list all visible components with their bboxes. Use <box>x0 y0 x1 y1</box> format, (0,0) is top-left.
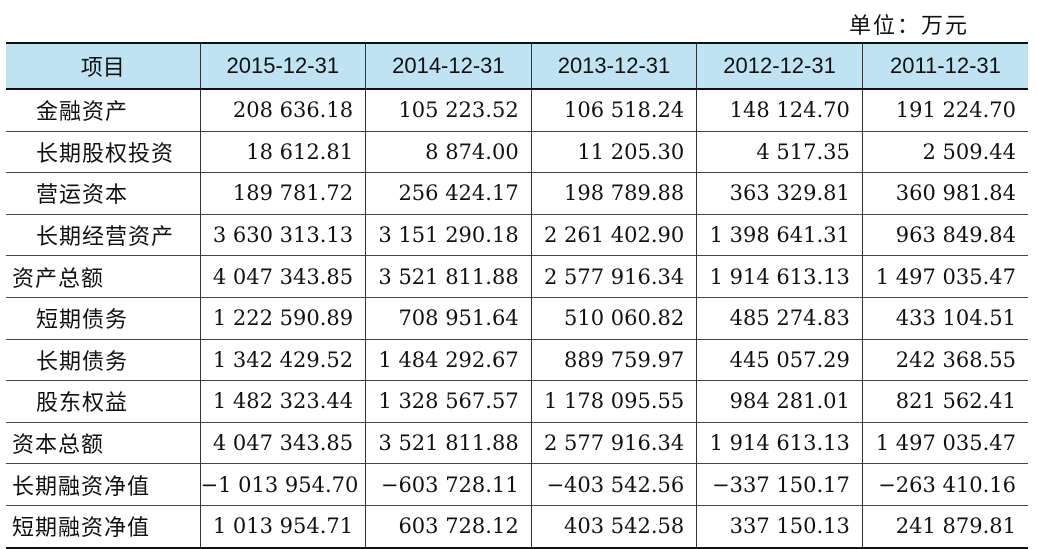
table-cell: 8 874.00 <box>365 130 532 173</box>
table-body: 金融资产 208 636.18 105 223.52 106 518.24 148 12… <box>6 89 1028 548</box>
table-cell: 2 577 916.34 <box>530 421 697 464</box>
row-label: 长期经营资产 <box>6 213 200 256</box>
table-cell: 105 223.52 <box>365 89 532 132</box>
row-label: 长期债务 <box>6 338 200 381</box>
table-cell: 1 013 954.71 <box>199 504 366 548</box>
table-row: 长期经营资产 3 630 313.13 3 151 290.18 2 261 402.… <box>6 213 1028 256</box>
row-label: 金融资产 <box>36 100 129 126</box>
table-cell: 1 914 613.13 <box>696 255 863 298</box>
table-cell: 510 060.82 <box>530 296 697 340</box>
table-cell: 3 521 811.88 <box>365 421 532 464</box>
table-cell: 485 274.83 <box>696 296 863 340</box>
table-cell: −263 410.16 <box>861 463 1028 506</box>
table-row: 长期债务 1 342 429.52 1 484 292.67 889 759.97 44… <box>6 338 1028 381</box>
column-header: 2013-12-31 <box>530 43 697 90</box>
table-cell: 403 542.58 <box>530 504 697 548</box>
column-header: 项目 <box>6 43 200 90</box>
table-cell: 1 342 429.52 <box>199 338 366 381</box>
table-row: 营运资本 189 781.72 256 424.17 198 789.88 363 32… <box>6 172 1028 215</box>
balance-table: 项目 2015-12-31 2014-12-31 2013-12-31 2012… <box>6 42 1028 549</box>
table-cell: 241 879.81 <box>861 504 1028 548</box>
row-label: 资本总额 <box>6 421 200 464</box>
table-cell: 1 482 323.44 <box>199 380 366 423</box>
unit-label: 单位：万元 <box>848 14 969 39</box>
table-cell: 256 424.17 <box>365 172 532 215</box>
table-cell: 11 205.30 <box>530 130 697 173</box>
row-label: 长期股权投资 <box>6 130 200 173</box>
column-header: 2011-12-31 <box>861 43 1028 90</box>
table-cell: 4 047 343.85 <box>199 255 366 298</box>
row-label: 营运资本 <box>6 172 200 215</box>
table-cell: 1 497 035.47 <box>861 255 1028 298</box>
table-cell: 2 261 402.90 <box>530 213 697 256</box>
table-cell: −337 150.17 <box>696 463 863 506</box>
table-cell: 242 368.55 <box>861 338 1028 381</box>
row-label: 长期融资净值 <box>6 463 200 506</box>
row-label: 短期融资净值 <box>6 504 200 548</box>
table-cell: 106 518.24 <box>530 89 697 132</box>
table-row: 长期股权投资 18 612.81 8 874.00 11 205.30 4 517.35… <box>6 130 1028 173</box>
table-cell: 360 981.84 <box>861 172 1028 215</box>
table-cell: 1 497 035.47 <box>861 421 1028 464</box>
table-cell: 889 759.97 <box>530 338 697 381</box>
table-cell: 4 047 343.85 <box>199 421 366 464</box>
table-row: 短期债务 1 222 590.89 708 951.64 510 060.82 485 … <box>6 296 1028 340</box>
column-header: 2012-12-31 <box>696 43 863 90</box>
table-cell: 445 057.29 <box>696 338 863 381</box>
table-cell: −603 728.11 <box>365 463 532 506</box>
table-cell: 1 914 613.13 <box>696 421 863 464</box>
column-header: 2014-12-31 <box>365 43 532 90</box>
row-label: 股东权益 <box>6 380 200 423</box>
table-cell: 708 951.64 <box>365 296 532 340</box>
table-cell: 1 398 641.31 <box>696 213 863 256</box>
table-row: 股东权益 1 482 323.44 1 328 567.57 1 178 095.55… <box>6 380 1028 423</box>
table-row: 资产总额 4 047 343.85 3 521 811.88 2 577 916.34… <box>6 255 1028 298</box>
table-cell: −1 013 954.70 <box>199 463 366 506</box>
table-cell: 363 329.81 <box>696 172 863 215</box>
table-cell: 2 509.44 <box>861 130 1028 173</box>
table-cell: 1 484 292.67 <box>365 338 532 381</box>
table-cell: 433 104.51 <box>861 296 1028 340</box>
row-label: 短期债务 <box>6 296 200 340</box>
table-cell: 4 517.35 <box>696 130 863 173</box>
table-cell: 208 636.18 <box>199 89 366 132</box>
table-cell: 3 151 290.18 <box>365 213 532 256</box>
table-cell: 1 222 590.89 <box>199 296 366 340</box>
table-cell: 337 150.13 <box>696 504 863 548</box>
table-cell: 984 281.01 <box>696 380 863 423</box>
table-cell: 821 562.41 <box>861 380 1028 423</box>
table-cell: 189 781.72 <box>199 172 366 215</box>
table-row: 短期融资净值 1 013 954.71 603 728.12 403 542.58 33… <box>6 504 1028 548</box>
table-cell: 191 224.70 <box>861 89 1028 132</box>
row-label: 资产总额 <box>6 255 200 298</box>
table-cell: 18 612.81 <box>199 130 366 173</box>
table-header-row: 项目 2015-12-31 2014-12-31 2013-12-31 2012… <box>6 43 1028 90</box>
column-header: 2015-12-31 <box>199 43 366 90</box>
table-cell: 3 630 313.13 <box>199 213 366 256</box>
table-cell: 3 521 811.88 <box>365 255 532 298</box>
table-cell: 198 789.88 <box>530 172 697 215</box>
table-cell: 2 577 916.34 <box>530 255 697 298</box>
table-row: 长期融资净值 −1 013 954.70 −603 728.11 −403 542.5… <box>6 463 1028 506</box>
table-row: 金融资产 208 636.18 105 223.52 106 518.24 148 12… <box>6 89 1028 132</box>
table-cell: −403 542.56 <box>530 463 697 506</box>
table-row: 资本总额 4 047 343.85 3 521 811.88 2 577 916.34… <box>6 421 1028 464</box>
table-cell: 148 124.70 <box>696 89 863 132</box>
table-cell: 1 178 095.55 <box>530 380 697 423</box>
table-cell: 1 328 567.57 <box>365 380 532 423</box>
table-cell: 603 728.12 <box>365 504 532 548</box>
table-cell: 963 849.84 <box>861 213 1028 256</box>
